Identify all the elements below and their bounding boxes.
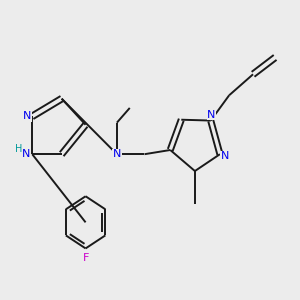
Text: N: N — [207, 110, 216, 120]
Text: N: N — [113, 149, 121, 159]
Text: N: N — [21, 149, 30, 159]
Text: N: N — [23, 111, 32, 121]
Text: F: F — [82, 253, 89, 263]
Text: H: H — [14, 144, 22, 154]
Text: N: N — [221, 151, 229, 161]
